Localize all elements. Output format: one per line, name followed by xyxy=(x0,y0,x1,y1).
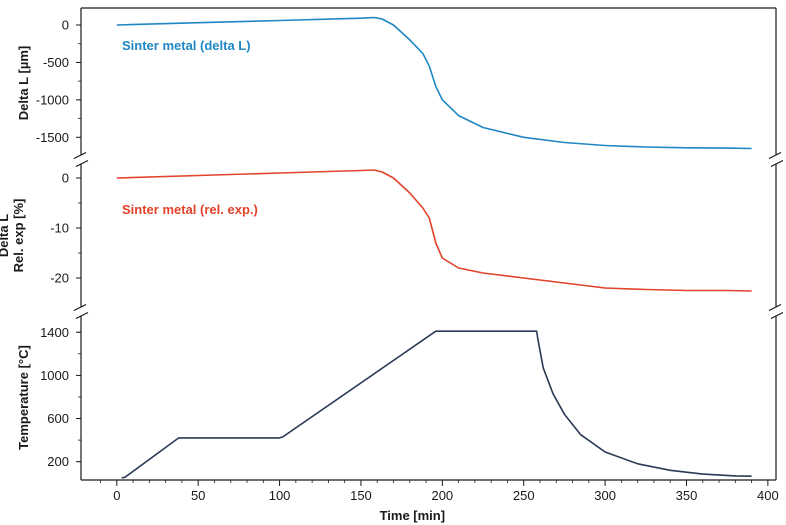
axes-frame xyxy=(73,7,784,481)
series-label-top: Sinter metal (delta L) xyxy=(122,38,251,53)
x-tick-label: 50 xyxy=(191,488,205,503)
axis-break-gap xyxy=(73,155,89,164)
x-tick-label: 400 xyxy=(757,488,779,503)
y-axis-label: Temperature [°C] xyxy=(16,345,31,450)
axis-break-gap xyxy=(768,155,784,164)
axis-break-gap xyxy=(768,307,784,316)
series-label-middle: Sinter metal (rel. exp.) xyxy=(122,202,258,217)
x-tick-label: 0 xyxy=(113,488,120,503)
panel-bottom: 200 600 1000 1400 Temperature [°C] xyxy=(16,325,752,479)
x-tick-label: 100 xyxy=(269,488,291,503)
y-axis-label: Delta LRel. exp [%] xyxy=(0,199,26,273)
series-line-top xyxy=(116,16,752,150)
x-tick-label: 300 xyxy=(594,488,616,503)
y-tick-label: 0 xyxy=(62,171,69,186)
axis-break-mark xyxy=(768,303,784,320)
panel-middle: 0 -10 -20 Delta LRel. exp [%] Sinter metal (… xyxy=(0,169,752,292)
y-tick-label: 1000 xyxy=(40,368,69,383)
axis-break-mark xyxy=(768,151,784,168)
x-axis: 0 50 100 150 200 250 300 350 400 Time [min] xyxy=(100,480,779,523)
y-tick-label: 200 xyxy=(47,454,69,469)
x-tick-label: 350 xyxy=(676,488,698,503)
series-line-middle xyxy=(116,169,752,292)
axis-break-mark xyxy=(73,151,89,168)
axis-break-gap xyxy=(73,307,89,316)
y-tick-label: -1000 xyxy=(36,92,69,107)
y-tick-label: -500 xyxy=(43,55,69,70)
y-tick-label: 600 xyxy=(47,411,69,426)
y-tick-label: 1400 xyxy=(40,325,69,340)
y-axis-label-line: Delta L [µm] xyxy=(16,46,31,120)
x-axis-label: Time [min] xyxy=(380,508,446,523)
panel-top: 0 -500 -1000 -1500 Delta L [µm] Sinter metal … xyxy=(16,16,752,150)
y-axis-label-line: Rel. exp [%] xyxy=(11,199,26,273)
y-tick-label: -10 xyxy=(50,221,69,236)
axis-break-mark xyxy=(73,303,89,320)
y-tick-label: -1500 xyxy=(36,130,69,145)
x-tick-label: 250 xyxy=(513,488,535,503)
x-tick-label: 200 xyxy=(431,488,453,503)
x-tick-label: 150 xyxy=(350,488,372,503)
y-tick-label: -20 xyxy=(50,271,69,286)
y-axis-label: Delta L [µm] xyxy=(16,46,31,120)
series-line-bottom xyxy=(121,330,752,479)
y-tick-label: 0 xyxy=(62,17,69,32)
y-axis-label-line: Delta L xyxy=(0,214,11,257)
y-axis-label-line: Temperature [°C] xyxy=(16,345,31,450)
